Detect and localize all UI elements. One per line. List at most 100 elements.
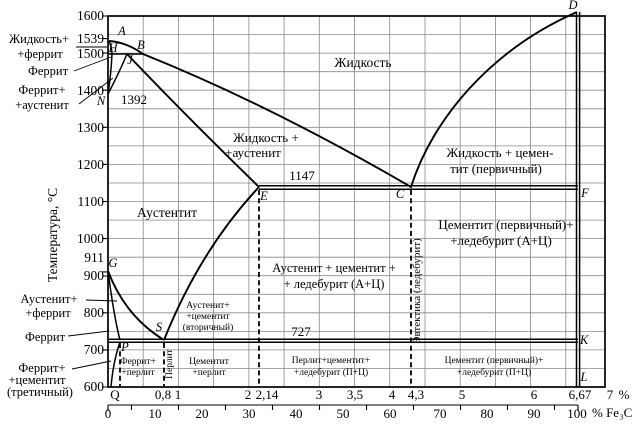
- point-L: L: [580, 370, 588, 384]
- region-austenite-cementite-secondary-line1: Аустенит+: [186, 301, 229, 311]
- fe3c-tick-90: 90: [528, 406, 541, 421]
- ruler-tick-marks: [107, 405, 579, 411]
- x-tick-3: 3: [316, 387, 323, 402]
- region-liquid-cementite-line2: тит (первичный): [450, 161, 542, 176]
- y-tick-700: 700: [84, 342, 105, 357]
- point-A: A: [117, 24, 126, 38]
- region-austenite: Аустентит: [137, 205, 197, 220]
- label-ferrite-austenite-line2: +аустенит: [15, 98, 69, 112]
- x-tick-4: 4: [389, 387, 396, 402]
- y-tick-1300: 1300: [77, 120, 104, 135]
- y-tick-1100: 1100: [78, 194, 105, 209]
- x-axis-fe3c-unit: % Fe₃C: [592, 405, 632, 420]
- point-D: D: [567, 0, 577, 12]
- fe3c-tick-80: 80: [481, 406, 494, 421]
- region-pearlite-cementite-ledeburite-line2: +ледебурит (П+Ц): [294, 367, 368, 378]
- cementite-667-line: [575, 12, 581, 387]
- label-ferrite-bottom: Феррит: [25, 330, 66, 344]
- point-H: H: [107, 41, 118, 55]
- y-axis-tick-marks: [102, 15, 108, 388]
- label-ferrite-cementite-tertiary-line2: +цементит: [8, 373, 66, 387]
- point-E: E: [259, 189, 268, 203]
- y-tick-1600: 1600: [77, 8, 104, 23]
- fe3c-tick-10: 10: [149, 406, 162, 421]
- fe3c-tick-0: 0: [105, 406, 112, 421]
- eutectic-1147-line: [259, 185, 578, 190]
- fe3c-tick-40: 40: [290, 406, 303, 421]
- point-K: K: [579, 333, 589, 347]
- point-G: G: [108, 256, 117, 270]
- outside-left-labels: Жидкость+ +феррит Феррит Феррит+ +аустен…: [7, 32, 78, 399]
- region-cementite-pearlite-line1: Цементит: [189, 357, 230, 367]
- region-cementite-ledeburite-pc-line2: +ледебурит (П+Ц): [457, 367, 531, 378]
- fe3c-tick-60: 60: [384, 406, 397, 421]
- point-C: C: [396, 187, 405, 201]
- region-ferrite-pearlite-line2: +перлит: [121, 368, 155, 378]
- label-ferrite-top: Феррит: [28, 64, 69, 78]
- y-tick-1200: 1200: [77, 157, 104, 172]
- region-pearlite-vertical: Перлит: [165, 348, 175, 379]
- label-austenite-ferrite-line2: +феррит: [25, 306, 71, 320]
- label-ferrite-cementite-tertiary-line3: (третичный): [7, 385, 73, 399]
- label-ferrite-cementite-tertiary-line1: Феррит+: [18, 361, 65, 375]
- region-ferrite-pearlite-line1: Феррит+: [120, 357, 156, 367]
- liquidus-ABCD-line: [108, 11, 578, 189]
- y-tick-1000: 1000: [77, 231, 104, 246]
- NH-NJ-lines: [107, 53, 128, 95]
- value-1392: 1392: [121, 92, 147, 107]
- y-tick-1539: 1539: [77, 31, 104, 46]
- y-tick-900: 900: [84, 268, 105, 283]
- y-tick-911: 911: [84, 250, 104, 265]
- phase-boundaries: [107, 11, 581, 388]
- x-tick-0-8: 0,8: [155, 387, 171, 402]
- eutectoid-727-line: [109, 338, 578, 343]
- region-liquid: Жидкость: [334, 55, 391, 70]
- value-727: 727: [291, 324, 311, 339]
- y-axis-tick-labels: 1600 1539 1500 1400 1300 1200 1100 1000 …: [77, 8, 104, 394]
- fe3c-tick-20: 20: [196, 406, 209, 421]
- point-S: S: [156, 320, 163, 334]
- point-J: J: [127, 53, 134, 67]
- x-tick-2: 2: [245, 387, 252, 402]
- y-tick-600: 600: [84, 379, 105, 394]
- x-tick-7: 7: [607, 387, 614, 402]
- point-B: B: [137, 38, 145, 52]
- region-liquid-cementite-line1: Жидкость + цемен-: [447, 145, 554, 160]
- region-austenite-cementite-secondary-line3: (вторичный): [183, 322, 234, 333]
- isotherm-value-labels: 1147 727 1392: [121, 92, 315, 339]
- fe3c-tick-100: 100: [567, 406, 587, 421]
- x-axis-carbon-unit: %: [619, 387, 630, 402]
- fe3c-tick-70: 70: [434, 406, 447, 421]
- solidus-AH-line: [108, 40, 113, 55]
- region-austenite-cementite-ledeburite-line1: Аустенит + цементит +: [272, 261, 396, 275]
- region-labels: Жидкость Жидкость + +аустенит Аустентит …: [120, 55, 574, 379]
- gridlines: [108, 16, 605, 387]
- region-cementite-ledeburite-ac-line1: Цементит (первичный)+: [438, 217, 573, 232]
- y-tick-800: 800: [84, 305, 105, 320]
- fe3c-ruler: [107, 404, 579, 411]
- fe3c-tick-30: 30: [243, 406, 256, 421]
- label-ferrite-austenite-line1: Феррит+: [18, 83, 65, 97]
- y-tick-1500: 1500: [77, 46, 104, 61]
- GP-line: [107, 270, 121, 341]
- point-P: P: [120, 340, 129, 354]
- x-tick-4-3: 4,3: [408, 387, 424, 402]
- region-eutectic-ledeburite-vertical: Эвтектика (ледебурит): [411, 238, 423, 344]
- x-tick-2-14: 2,14: [256, 387, 279, 402]
- region-pearlite-cementite-ledeburite-line1: Перлит+цементит+: [292, 356, 370, 366]
- x-tick-5: 5: [459, 387, 466, 402]
- fe3c-tick-50: 50: [337, 406, 350, 421]
- x-axis-carbon-labels: Q 0,8 1 2 2,14 3 3,5 4 4,3 5 6 6,67 7 %: [110, 387, 629, 402]
- PQ-line: [110, 341, 121, 388]
- label-leader-lines: [67, 46, 118, 370]
- y-tick-1400: 1400: [77, 83, 104, 98]
- label-liquid-ferrite-line2: +феррит: [17, 47, 63, 61]
- x-tick-6-67: 6,67: [569, 387, 592, 402]
- y-axis-title: Температура, °C: [45, 188, 60, 282]
- region-austenite-cementite-secondary-line2: +цементит: [186, 312, 230, 322]
- x-tick-Q: Q: [110, 387, 120, 402]
- x-tick-3-5: 3,5: [347, 387, 363, 402]
- point-labels: A B H J N D E C F G S P K L: [96, 0, 589, 384]
